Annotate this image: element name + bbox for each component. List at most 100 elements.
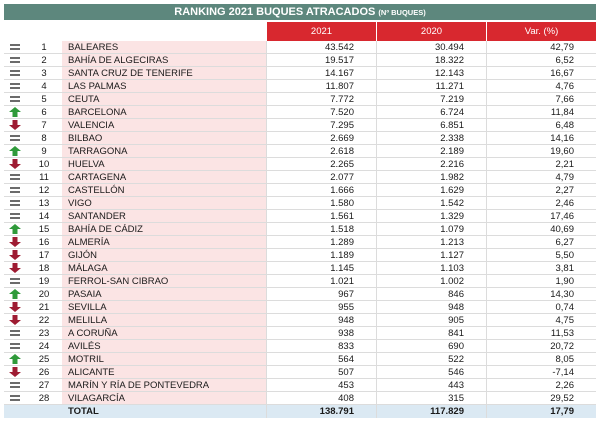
total-2020: 117.829 [376,405,486,418]
title: RANKING 2021 BUQUES ATRACADOS [174,6,376,18]
value-2020: 18.322 [376,54,486,66]
trend-icon [4,288,26,300]
variation: 16,67 [486,67,596,79]
table-row: 8 BILBAO 2.669 2.338 14,16 [4,132,596,145]
trend-icon [4,184,26,196]
variation: 8,05 [486,353,596,365]
rank: 24 [38,341,50,352]
variation: 2,21 [486,158,596,170]
value-2021: 564 [266,353,376,365]
trend-down [9,367,21,377]
total-label: TOTAL [62,405,266,418]
variation: 2,27 [486,184,596,196]
port-name: AVILÉS [62,340,266,352]
trend-icon [4,223,26,235]
trend-equal [10,343,20,349]
value-2020: 1.103 [376,262,486,274]
trend-equal [10,213,20,219]
table-row: 9 TARRAGONA 2.618 2.189 19,60 [4,145,596,158]
port-name: HUELVA [62,158,266,170]
rank: 1 [41,42,47,53]
value-2021: 1.145 [266,262,376,274]
trend-equal [10,278,20,284]
variation: 2,26 [486,379,596,391]
table-body: 1 BALEARES 43.542 30.494 42,79 2 BAHÍA DE ALGE… [4,41,596,405]
port-name: SANTA CRUZ DE TENERIFE [62,67,266,79]
trend-icon [4,249,26,261]
port-name: CARTAGENA [62,171,266,183]
trend-equal [10,57,20,63]
port-name: LAS PALMAS [62,80,266,92]
rank: 23 [38,328,50,339]
port-name: CEUTA [62,93,266,105]
trend-icon [4,366,26,378]
rank: 26 [38,367,50,378]
trend-equal [10,135,20,141]
rank: 16 [38,237,50,248]
table-row: 16 ALMERÍA 1.289 1.213 6,27 [4,236,596,249]
value-2021: 1.518 [266,223,376,235]
table-row: 2 BAHÍA DE ALGECIRAS 19.517 18.322 6,52 [4,54,596,67]
trend-icon [4,301,26,313]
variation: 0,74 [486,301,596,313]
port-name: SEVILLA [62,301,266,313]
table-row: 28 VILAGARCÍA 408 315 29,52 [4,392,596,405]
port-name: VALENCIA [62,119,266,131]
value-2021: 14.167 [266,67,376,79]
value-2020: 6.724 [376,106,486,118]
trend-icon [4,145,26,157]
value-2021: 2.265 [266,158,376,170]
table-row: 4 LAS PALMAS 11.807 11.271 4,76 [4,80,596,93]
value-2020: 1.213 [376,236,486,248]
variation: 7,66 [486,93,596,105]
trend-down [9,120,21,130]
trend-icon [4,340,26,352]
trend-icon [4,158,26,170]
value-2020: 7.219 [376,93,486,105]
variation: 11,84 [486,106,596,118]
port-name: MARÍN Y RÍA DE PONTEVEDRA [62,379,266,391]
value-2021: 1.561 [266,210,376,222]
port-name: TARRAGONA [62,145,266,157]
variation: 14,30 [486,288,596,300]
trend-down [9,315,21,325]
variation: 2,46 [486,197,596,209]
variation: 42,79 [486,41,596,53]
port-name: VILAGARCÍA [62,392,266,404]
column-header: Var. (%) [486,22,596,41]
trend-equal [10,187,20,193]
trend-icon [4,93,26,105]
value-2021: 967 [266,288,376,300]
value-2020: 1.629 [376,184,486,196]
variation: 6,52 [486,54,596,66]
value-2021: 1.021 [266,275,376,287]
table-row: 20 PASAIA 967 846 14,30 [4,288,596,301]
value-2020: 1.982 [376,171,486,183]
rank: 9 [41,146,47,157]
table-row: 11 CARTAGENA 2.077 1.982 4,79 [4,171,596,184]
trend-icon [4,236,26,248]
rank: 6 [41,107,47,118]
port-name: MÁLAGA [62,262,266,274]
value-2020: 546 [376,366,486,378]
trend-up [9,224,21,234]
variation: 19,60 [486,145,596,157]
trend-icon [4,392,26,404]
variation: 6,48 [486,119,596,131]
trend-icon [4,67,26,79]
value-2021: 1.289 [266,236,376,248]
variation: 20,72 [486,340,596,352]
header-row: 2021 2020 Var. (%) [4,22,596,41]
table-row: 25 MOTRIL 564 522 8,05 [4,353,596,366]
value-2021: 7.295 [266,119,376,131]
trend-equal [10,395,20,401]
table-row: 10 HUELVA 2.265 2.216 2,21 [4,158,596,171]
trend-equal [10,200,20,206]
value-2020: 2.189 [376,145,486,157]
value-2020: 905 [376,314,486,326]
value-2021: 43.542 [266,41,376,53]
trend-up [9,289,21,299]
ranking-table: RANKING 2021 BUQUES ATRACADOS (Nº BUQUES… [4,4,596,418]
value-2021: 2.618 [266,145,376,157]
trend-equal [10,382,20,388]
